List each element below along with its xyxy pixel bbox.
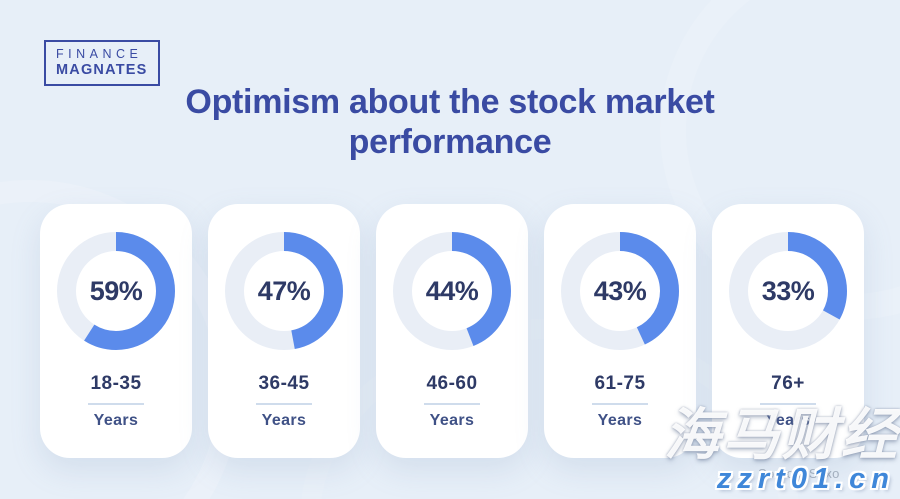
age-group-card-36-45: 47% 36-45 Years (208, 204, 360, 458)
label-divider (760, 403, 816, 405)
percent-value: 59% (89, 275, 143, 306)
age-range-label: 76+ (771, 373, 805, 394)
donut-arc (561, 232, 679, 350)
donut-chart-18-35: 59% (57, 232, 175, 350)
age-range-label: 36-45 (258, 373, 310, 394)
age-group-card-18-35: 59% 18-35 Years (40, 204, 192, 458)
source-attribution: Source: Saxo (758, 466, 840, 481)
donut-chart-76-plus: 33% (729, 232, 847, 350)
donut-chart-61-75: 43% (561, 232, 679, 350)
years-label: Years (597, 412, 643, 429)
percent-value: 47% (257, 275, 311, 306)
years-label: Years (429, 412, 475, 429)
age-group-card-76-plus: 33% 76+ Years (712, 204, 864, 458)
age-group-card-46-60: 44% 46-60 Years (376, 204, 528, 458)
label-divider (424, 403, 480, 405)
age-group-card-61-75: 43% 61-75 Years (544, 204, 696, 458)
label-divider (592, 403, 648, 405)
watermark-url-text: zzrt01.cn (716, 463, 895, 495)
donut-arc (729, 232, 847, 350)
age-group-cards-row: 59% 18-35 Years 47% 36-45 Years (40, 204, 864, 458)
page-title: Optimism about the stock market performa… (185, 83, 715, 162)
percent-value: 44% (425, 275, 479, 306)
years-label: Years (93, 412, 139, 429)
donut-chart-46-60: 44% (393, 232, 511, 350)
age-range-label: 61-75 (594, 373, 646, 394)
percent-value: 33% (761, 275, 815, 306)
logo-text-finance: FINANCE (56, 47, 143, 61)
label-divider (88, 403, 144, 405)
watermark-chinese-text: 海马财经 (664, 403, 900, 466)
percent-value: 43% (593, 275, 647, 306)
donut-arc (393, 232, 511, 350)
years-label: Years (261, 412, 307, 429)
years-label: Years (765, 412, 811, 429)
donut-chart-36-45: 47% (225, 232, 343, 350)
label-divider (256, 403, 312, 405)
finance-magnates-logo: FINANCE MAGNATES (44, 40, 160, 86)
age-range-label: 18-35 (90, 373, 142, 394)
donut-arc (225, 232, 343, 350)
age-range-label: 46-60 (426, 373, 478, 394)
donut-arc (57, 232, 175, 350)
logo-text-magnates: MAGNATES (56, 62, 148, 78)
